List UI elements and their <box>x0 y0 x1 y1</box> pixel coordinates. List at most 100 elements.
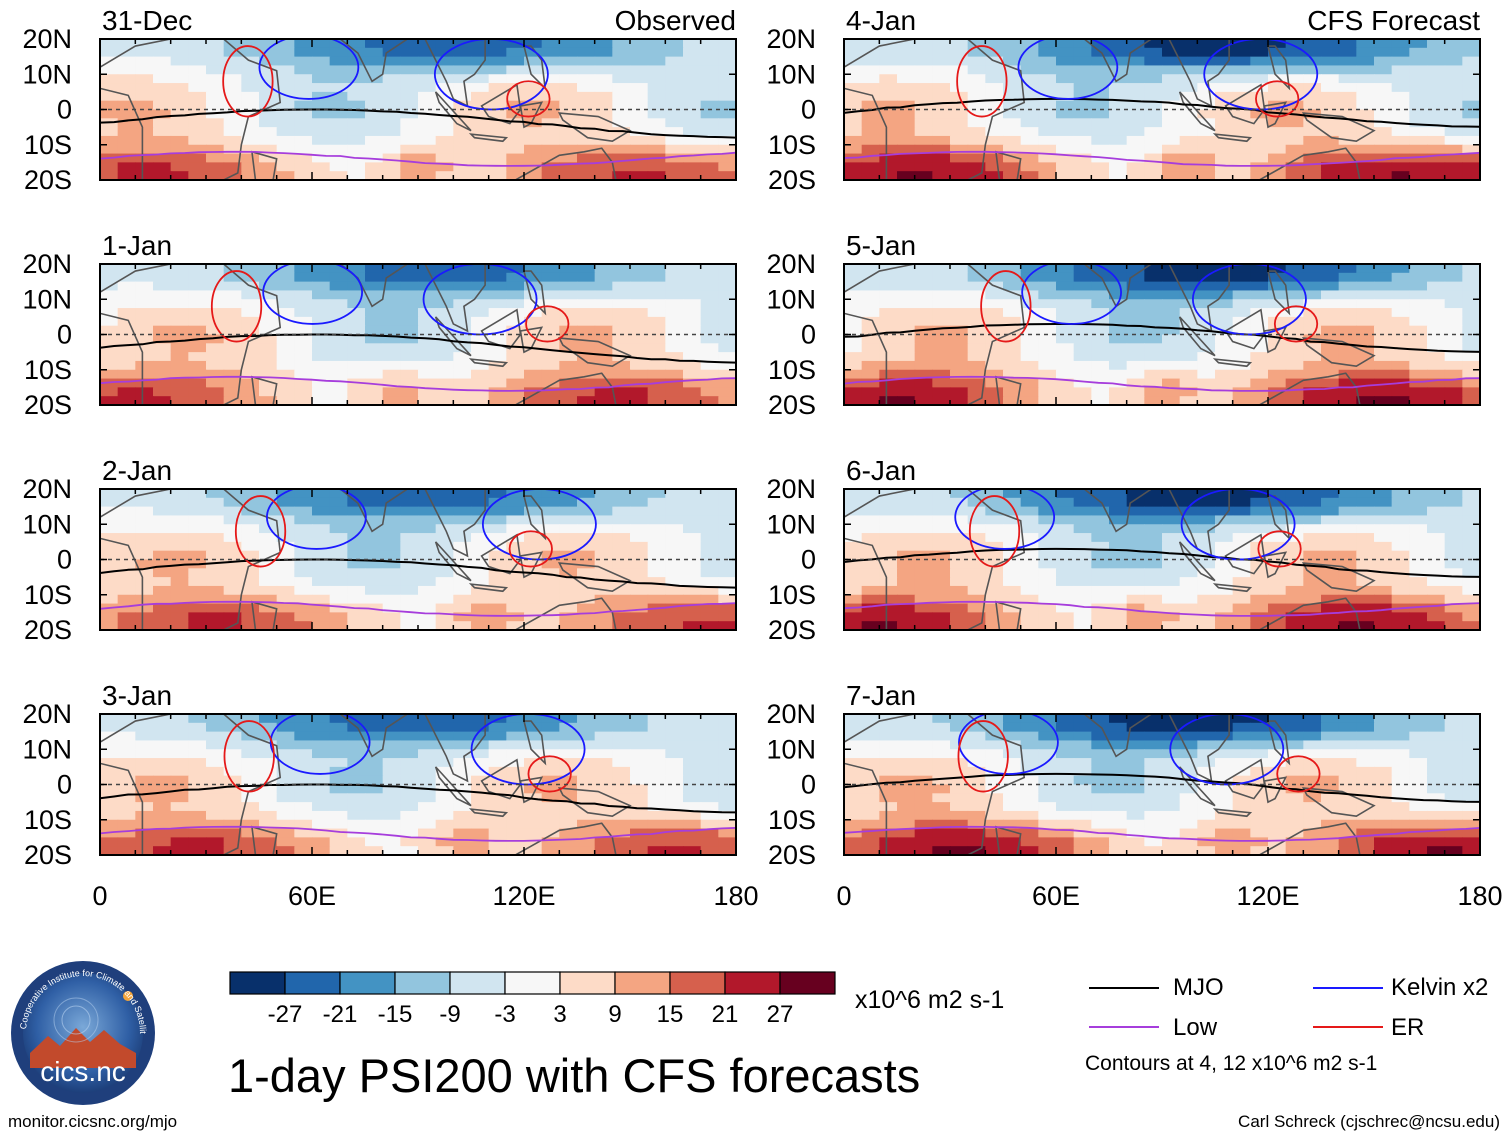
field-cell <box>612 56 631 67</box>
field-cell <box>135 127 154 137</box>
field-cell <box>879 541 898 552</box>
field-cell <box>329 56 348 67</box>
field-cell <box>700 144 719 155</box>
field-cell <box>1444 749 1463 759</box>
field-cell <box>1427 810 1446 821</box>
field-cell <box>294 343 313 353</box>
field-cell <box>294 749 313 759</box>
field-cell <box>1215 83 1234 93</box>
field-cell <box>967 740 986 750</box>
field-cell <box>223 272 242 283</box>
field-cell <box>329 775 348 786</box>
field-cell <box>506 153 525 163</box>
field-cell <box>541 568 560 578</box>
field-cell <box>1374 308 1393 318</box>
field-cell <box>294 541 313 552</box>
field-cell <box>100 749 119 759</box>
field-cell <box>1321 144 1340 155</box>
field-cell <box>1427 550 1446 561</box>
field-cell <box>294 171 313 180</box>
field-cell <box>170 378 189 388</box>
field-cell <box>1109 162 1128 172</box>
field-cell <box>577 740 596 750</box>
field-cell <box>382 577 401 587</box>
field-cell <box>1303 91 1322 102</box>
field-cell <box>471 612 490 622</box>
field-cell <box>665 793 684 803</box>
field-cell <box>241 47 260 58</box>
field-cell <box>1303 621 1322 630</box>
field-cell <box>294 272 313 283</box>
field-cell <box>347 396 366 405</box>
field-cell <box>135 369 154 380</box>
field-cell <box>985 118 1004 128</box>
field-cell <box>1091 171 1110 180</box>
field-cell <box>100 39 119 49</box>
field-cell <box>259 585 278 596</box>
field-cell <box>1374 559 1393 569</box>
field-cell <box>117 39 136 49</box>
field-cell <box>683 47 702 58</box>
field-cell <box>365 775 384 786</box>
field-cell <box>259 810 278 821</box>
field-cell <box>594 369 613 380</box>
field-cell <box>1056 387 1075 397</box>
field-cell <box>1091 153 1110 163</box>
field-cell <box>1091 810 1110 821</box>
field-cell <box>1462 47 1480 58</box>
field-cell <box>400 281 419 292</box>
field-cell <box>471 846 490 855</box>
field-cell <box>1020 568 1039 578</box>
field-cell <box>418 316 437 327</box>
field-cell <box>329 541 348 552</box>
field-cell <box>1356 47 1375 58</box>
field-cell <box>365 506 384 517</box>
field-cell <box>347 837 366 847</box>
field-cell <box>700 524 719 534</box>
field-cell <box>612 369 631 380</box>
field-cell <box>1179 118 1198 128</box>
field-cell <box>1215 56 1234 67</box>
field-cell <box>471 533 490 543</box>
field-cell <box>683 100 702 111</box>
y-tick-label: 10N <box>766 284 816 314</box>
field-cell <box>985 290 1004 300</box>
field-cell <box>188 585 207 596</box>
field-cell <box>1285 171 1304 180</box>
field-cell <box>879 316 898 327</box>
field-cell <box>453 714 472 724</box>
field-cell <box>897 749 916 759</box>
coastline <box>1301 112 1376 143</box>
field-cell <box>1268 568 1287 578</box>
field-cell <box>382 810 401 821</box>
field-cell <box>418 550 437 561</box>
field-cell <box>365 369 384 380</box>
field-cell <box>1073 109 1092 119</box>
field-cell <box>914 290 933 300</box>
field-cell <box>1003 65 1022 75</box>
field-cell <box>1268 144 1287 155</box>
field-cell <box>170 127 189 137</box>
field-cell <box>1197 378 1216 388</box>
field-cell <box>1003 325 1022 336</box>
field-cell <box>453 749 472 759</box>
field-cell <box>206 758 225 768</box>
field-cell <box>488 489 507 499</box>
field-cell <box>312 343 331 353</box>
field-cell <box>471 396 490 405</box>
field-cell <box>1003 334 1022 344</box>
field-cell <box>329 135 348 146</box>
field-cell <box>647 325 666 336</box>
field-cell <box>630 65 649 75</box>
field-cell <box>1409 714 1428 724</box>
field-cell <box>382 731 401 742</box>
field-cell <box>1056 281 1075 292</box>
field-cell <box>541 290 560 300</box>
field-cell <box>1091 369 1110 380</box>
field-cell <box>1091 524 1110 534</box>
field-cell <box>914 387 933 397</box>
field-cell <box>700 775 719 786</box>
field-cell <box>897 603 916 613</box>
field-cell <box>382 603 401 613</box>
